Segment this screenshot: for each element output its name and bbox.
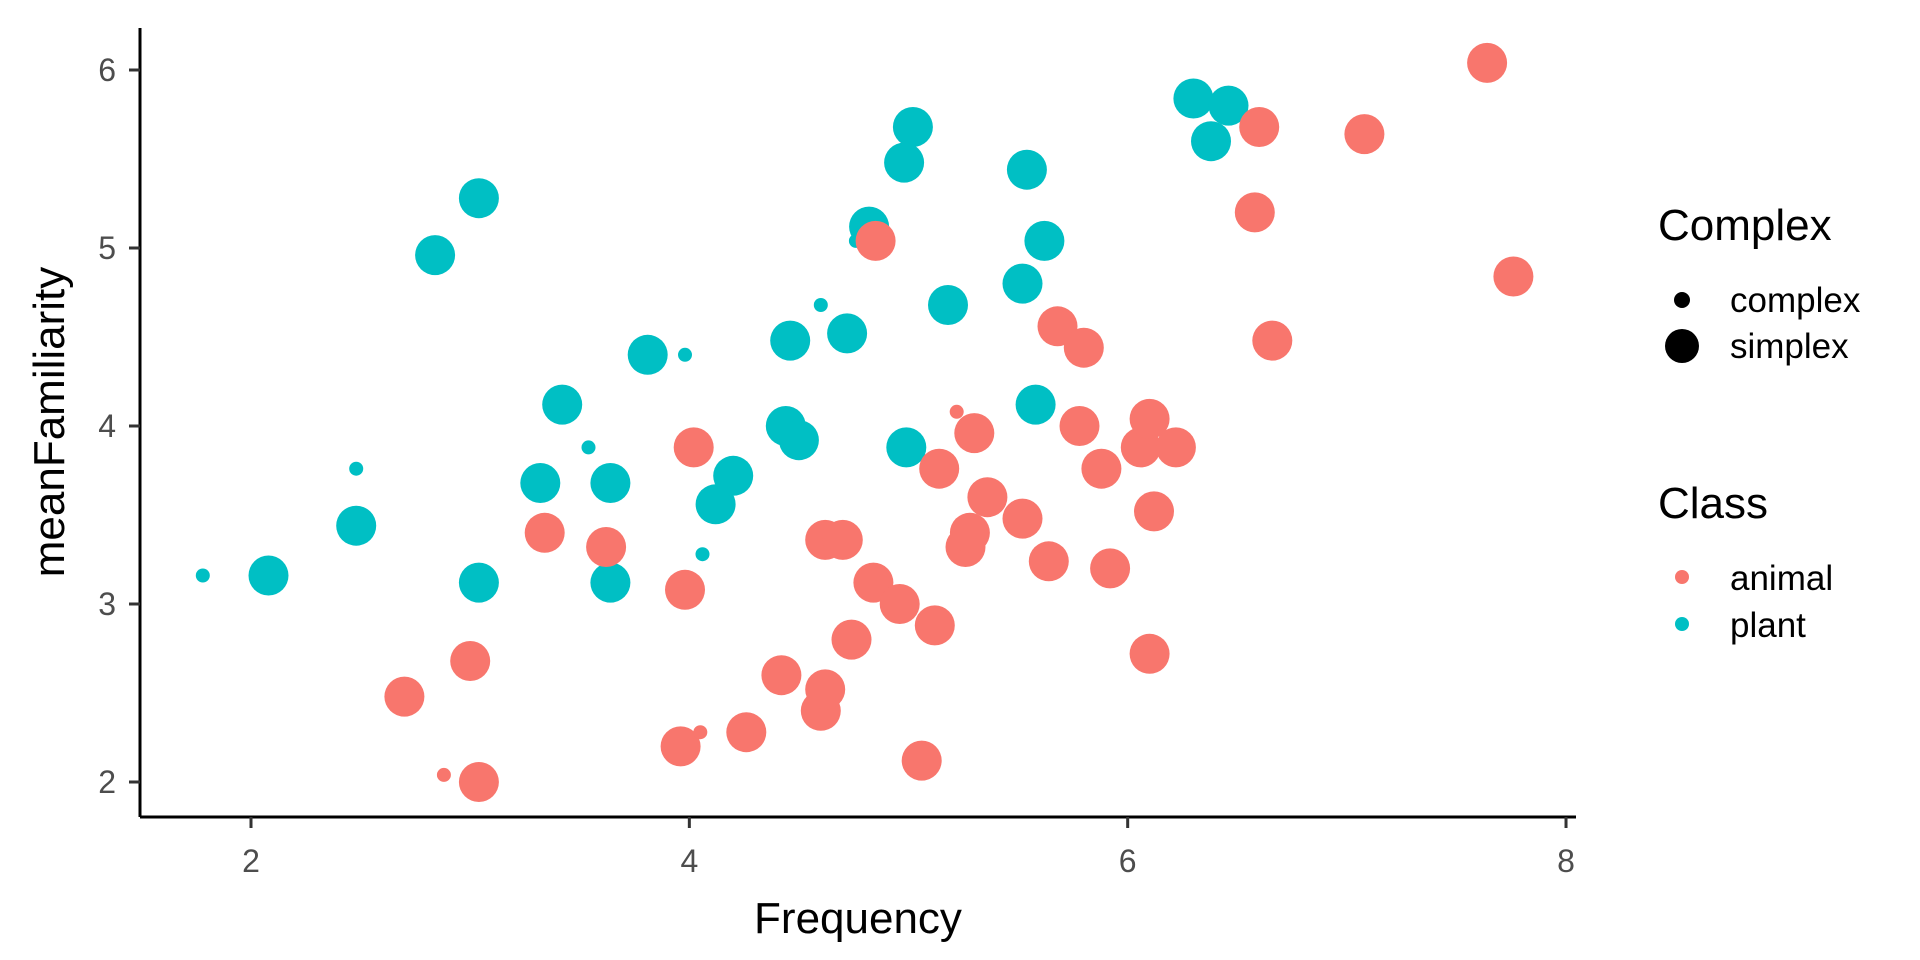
data-point-plant-simplex [1191,121,1231,162]
data-point-animal-simplex [901,740,942,781]
data-point-animal-simplex [458,762,499,802]
data-point-animal-simplex [1081,448,1122,489]
data-point-animal-simplex [1059,406,1100,446]
data-point-animal-simplex [822,519,863,560]
data-point-plant-simplex [590,562,631,603]
data-point-plant-simplex [520,463,561,503]
data-point-animal-complex [436,767,451,782]
data-point-plant-simplex [827,313,868,354]
data-point-animal-simplex [586,527,627,567]
data-point-plant-simplex [1173,78,1214,119]
legend-key-complex [1674,292,1690,308]
legend-key-animal [1675,570,1689,584]
data-point-plant-simplex [892,107,933,147]
data-point-animal-simplex [1344,114,1385,155]
legend-label-complex: complex [1730,281,1861,320]
legend-label-simplex: simplex [1730,327,1849,366]
x-ticks: 2 4 6 8 [242,817,1575,879]
data-points [195,42,1534,802]
data-point-plant-simplex [1208,85,1249,126]
data-point-animal-simplex [450,641,491,681]
y-axis-title: meanFamiliarity [25,267,74,578]
data-point-plant-simplex [884,142,925,183]
data-point-plant-simplex [713,455,754,496]
data-point-animal-simplex [831,619,872,660]
legend-title-class: Class [1658,479,1768,528]
y-tick-label: 2 [98,764,116,800]
data-point-plant-simplex [886,427,927,468]
data-point-plant-complex [581,440,596,455]
data-point-plant-simplex [928,285,968,325]
data-point-plant-complex [695,547,710,562]
data-point-animal-simplex [855,220,896,261]
data-point-plant-complex [195,568,210,583]
data-point-animal-simplex [1063,327,1104,368]
data-point-plant-simplex [627,334,668,375]
data-point-animal-simplex [761,655,802,696]
x-axis-title: Frequency [754,894,962,943]
data-point-animal-simplex [524,512,565,553]
data-point-animal-simplex [1155,427,1196,468]
data-point-plant-simplex [542,384,583,425]
x-tick-label: 2 [242,843,260,879]
data-point-animal-simplex [1129,633,1170,674]
legend-label-plant: plant [1730,606,1806,645]
data-point-animal-simplex [1239,107,1280,147]
data-point-animal-simplex [949,512,990,553]
x-tick-label: 8 [1557,843,1575,879]
data-point-plant-simplex [1015,384,1056,425]
data-point-animal-simplex [673,427,714,468]
axes: 2 4 6 8 2 3 4 5 6 [98,28,1576,879]
data-point-plant-simplex [458,562,499,603]
x-tick-label: 6 [1119,843,1137,879]
data-point-plant-complex [678,347,692,362]
data-point-plant-simplex [1024,220,1065,261]
data-point-animal-simplex [1028,541,1069,582]
data-point-animal-simplex [1129,398,1170,439]
data-point-animal-complex [693,725,708,740]
data-point-animal-simplex [1252,320,1293,361]
data-point-animal-simplex [665,569,705,610]
data-point-plant-simplex [1006,149,1047,190]
data-point-animal-simplex [384,676,425,717]
legend-label-animal: animal [1730,559,1833,598]
data-point-plant-simplex [778,420,819,461]
legend-title-complex: Complex [1658,201,1832,250]
y-tick-label: 5 [98,230,116,266]
data-point-animal-simplex [726,712,767,753]
data-point-plant-simplex [590,463,631,503]
data-point-animal-simplex [1493,256,1534,297]
data-point-animal-simplex [660,726,701,767]
data-point-plant-simplex [248,555,289,596]
data-point-plant-simplex [458,178,499,219]
data-point-plant-simplex [770,320,811,361]
data-point-plant-simplex [1002,263,1043,304]
data-point-animal-simplex [1467,42,1508,83]
data-point-animal-simplex [919,448,960,489]
y-tick-label: 3 [98,586,116,622]
data-point-plant-complex [349,461,364,476]
legend-key-plant [1675,617,1689,631]
data-point-plant-complex [813,298,828,312]
data-point-animal-simplex [1234,192,1275,233]
data-point-animal-simplex [1002,498,1043,539]
y-tick-label: 4 [98,408,116,444]
legend-key-simplex [1665,329,1699,363]
data-point-animal-complex [949,404,964,419]
x-tick-label: 4 [680,843,698,879]
legend: Complex complex simplex Class animal pla… [1658,201,1861,645]
data-point-animal-simplex [1134,491,1174,532]
data-point-plant-simplex [415,235,456,276]
y-ticks: 2 3 4 5 6 [98,52,140,800]
data-point-animal-simplex [967,477,1008,518]
data-point-animal-simplex [954,413,995,454]
data-point-animal-simplex [1090,548,1131,589]
data-point-plant-simplex [336,505,377,546]
y-tick-label: 6 [98,52,116,88]
data-point-animal-simplex [805,669,846,710]
data-point-animal-simplex [914,605,955,646]
data-point-plant-simplex [695,484,736,525]
data-point-animal-simplex [879,584,920,624]
